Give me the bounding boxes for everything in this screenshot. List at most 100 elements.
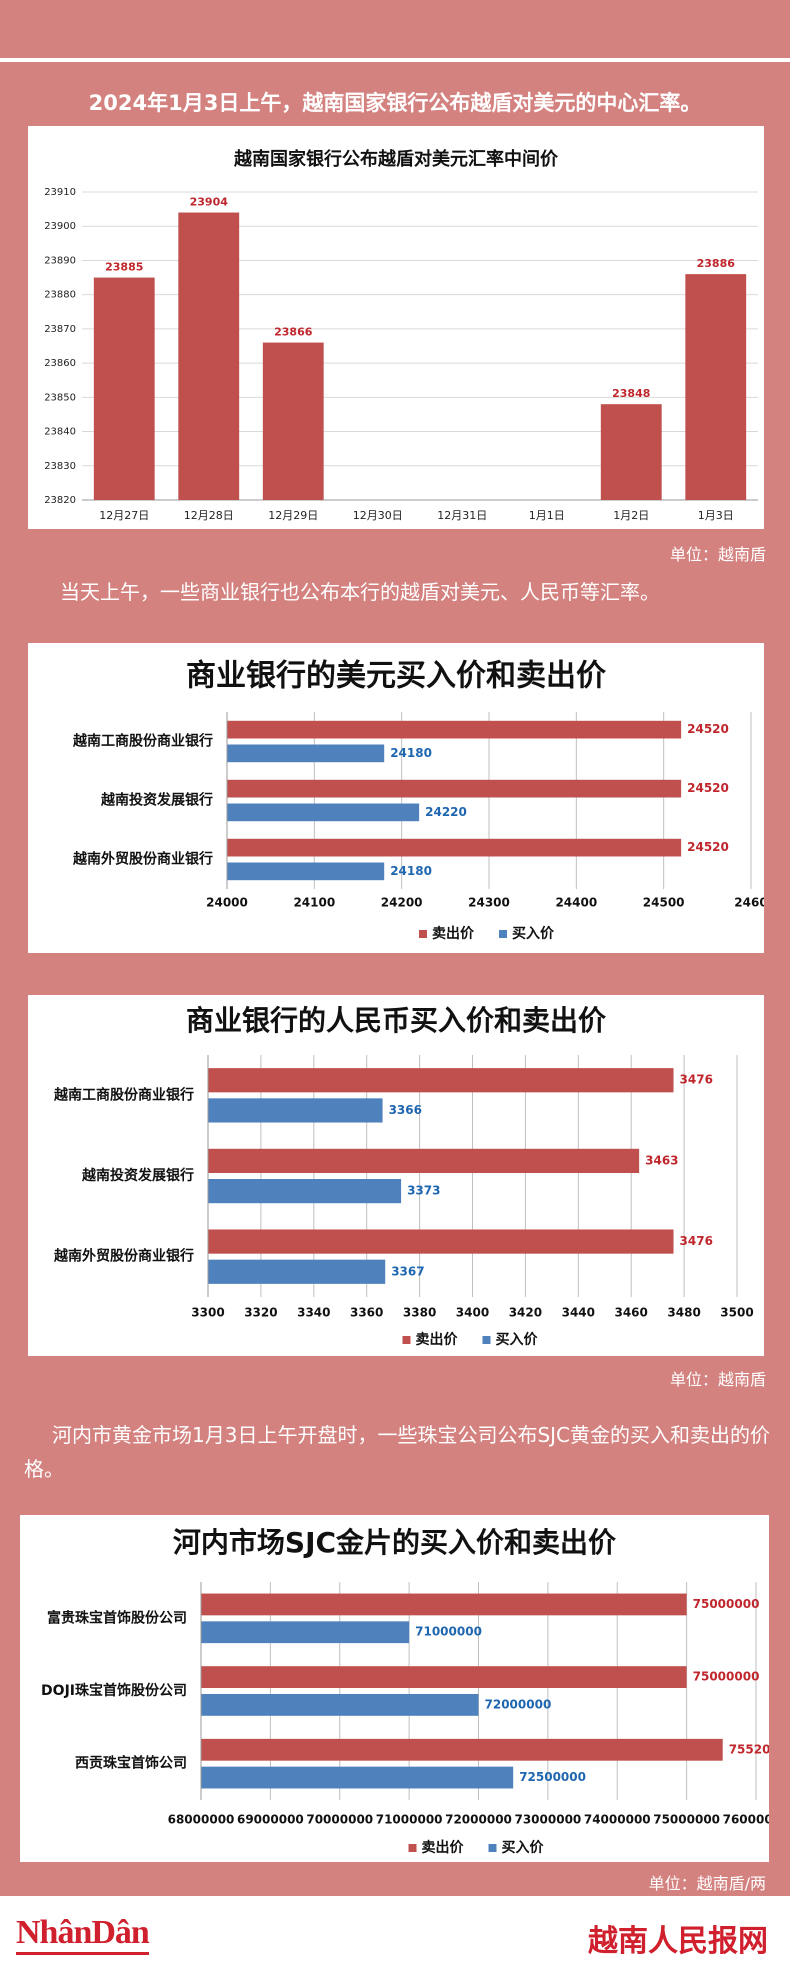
x-tick-label: 71000000 [376, 1813, 443, 1827]
intro: 2024年1月3日上午，越南国家银行公布越盾对美元的中心汇率。 [88, 91, 702, 115]
x-tick-label: 24100 [293, 896, 335, 910]
bar [227, 744, 385, 763]
bar [208, 1068, 674, 1093]
bar [208, 1179, 402, 1204]
y-tick-label: 23840 [44, 427, 76, 438]
x-tick-label: 24000 [206, 896, 248, 910]
logo: NhânDân [16, 1914, 150, 1955]
x-tick-label: 12月28日 [184, 509, 234, 522]
y-tick-label: DOJI珠宝首饰股份公司 [41, 1682, 187, 1699]
chart: 商业银行的美元买入价和卖出价 24000 24100 24200 24300 24400 2… [72, 659, 764, 943]
x-tick-label: 73000000 [514, 1813, 581, 1827]
bar [227, 838, 682, 857]
legend-label: 买入价 [496, 1332, 539, 1348]
y-tick-label: 越南工商股份商业银行 [53, 1086, 194, 1103]
data-label: 3366 [389, 1103, 422, 1117]
x-tick-label: 1月1日 [529, 509, 565, 522]
data-label: 23904 [190, 196, 229, 209]
x-tick-label: 69000000 [237, 1813, 304, 1827]
unit-note: 单位：越南盾 [669, 1370, 766, 1389]
chart-title: 商业银行的人民币买入价和卖出价 [186, 1004, 607, 1037]
bar [227, 803, 420, 822]
legend-swatch [499, 930, 507, 938]
bar [201, 1766, 514, 1789]
data-label: 75000000 [693, 1670, 760, 1684]
y-tick-label: 23870 [44, 324, 76, 335]
x-tick-label: 12月27日 [99, 509, 149, 522]
intro: 河内市黄金市场1月3日上午开盘时，一些珠宝公司公布SJC黄金的买入和卖出的价格。 [24, 1423, 771, 1481]
bar [208, 1259, 386, 1284]
legend-swatch [488, 1844, 497, 1852]
y-tick-label: 越南外贸股份商业银行 [72, 851, 213, 868]
bar [208, 1148, 640, 1173]
data-label: 75000000 [693, 1597, 760, 1611]
data-label: 23866 [274, 326, 313, 339]
x-tick-label: 76000000 [723, 1813, 769, 1827]
y-tick-label: 23880 [44, 290, 76, 301]
bar [201, 1694, 479, 1716]
x-tick-label: 1月2日 [613, 509, 649, 522]
x-tick-label: 75000000 [653, 1813, 720, 1827]
bar [201, 1666, 687, 1688]
y-tick-label: 西贡珠宝首饰公司 [75, 1755, 187, 1772]
y-tick-label: 越南外贸股份商业银行 [53, 1248, 194, 1265]
bar [178, 212, 240, 500]
chart-box: 商业银行的人民币买入价和卖出价 3300 3320 3340 3360 3380 3400 3… [28, 995, 764, 1356]
x-tick-label: 3500 [720, 1306, 753, 1320]
legend-label: 卖出价 [422, 1839, 465, 1856]
x-tick-label: 12月31日 [437, 509, 487, 522]
bar [201, 1738, 723, 1761]
unit-note: 单位：越南盾/两 [648, 1874, 766, 1893]
data-label: 3373 [407, 1184, 440, 1198]
legend-swatch [482, 1336, 491, 1344]
x-tick-label: 24200 [381, 896, 423, 910]
chart: 河内市场SJC金片的买入价和卖出价 68000000 69000000 7000000… [41, 1526, 769, 1856]
x-tick-label: 72000000 [445, 1813, 512, 1827]
x-tick-label: 12月30日 [353, 509, 403, 522]
x-tick-label: 3340 [297, 1306, 330, 1320]
x-tick-label: 3360 [350, 1306, 383, 1320]
y-tick-label: 23910 [44, 187, 76, 198]
x-tick-label: 24400 [555, 896, 597, 910]
bar [201, 1593, 687, 1616]
y-tick-label: 越南投资发展银行 [81, 1167, 194, 1184]
x-tick-label: 24500 [643, 896, 685, 910]
y-tick-label: 23830 [44, 461, 76, 472]
legend-swatch [408, 1844, 417, 1852]
y-tick-label: 23850 [44, 392, 76, 403]
chart-box: 商业银行的美元买入价和卖出价 24000 24100 24200 24300 24400 2… [28, 643, 764, 953]
data-label: 72500000 [519, 1770, 586, 1784]
data-label: 24520 [687, 840, 729, 854]
x-tick-label: 3440 [562, 1306, 595, 1320]
data-label: 3463 [645, 1153, 678, 1167]
data-label: 23848 [612, 387, 650, 400]
y-tick-label: 越南投资发展银行 [100, 792, 213, 809]
data-label: 24520 [687, 781, 729, 795]
legend-label: 买入价 [502, 1840, 545, 1856]
bar [227, 720, 682, 739]
y-tick-label: 富贵珠宝首饰股份公司 [47, 1609, 187, 1626]
data-label: 23885 [105, 261, 143, 274]
data-label: 72000000 [485, 1697, 552, 1711]
chart-title: 河内市场SJC金片的买入价和卖出价 [173, 1526, 617, 1559]
y-tick-label: 23820 [44, 495, 76, 506]
y-tick-label: 23860 [44, 358, 76, 369]
x-tick-label: 3320 [244, 1306, 277, 1320]
data-label: 24520 [687, 722, 729, 736]
legend-label: 卖出价 [416, 1331, 459, 1348]
x-tick-label: 3460 [614, 1306, 647, 1320]
x-tick-label: 70000000 [306, 1813, 373, 1827]
legend-label: 卖出价 [432, 925, 475, 942]
chart: 越南国家银行公布越盾对美元汇率中间价 23820 23830 23840 23850 23… [44, 148, 758, 522]
chart-box: 越南国家银行公布越盾对美元汇率中间价 23820 23830 23840 23850 23… [28, 126, 764, 529]
chart-title: 商业银行的美元买入价和卖出价 [186, 659, 606, 694]
data-label: 23886 [697, 257, 736, 270]
bar [227, 779, 682, 798]
data-label: 3476 [680, 1073, 713, 1087]
x-tick-label: 3400 [456, 1306, 489, 1320]
top-line [0, 58, 790, 62]
y-tick-label: 越南工商股份商业银行 [72, 733, 213, 750]
bar [227, 862, 385, 881]
chart: 商业银行的人民币买入价和卖出价 3300 3320 3340 3360 3380 3400 3… [53, 1004, 754, 1348]
